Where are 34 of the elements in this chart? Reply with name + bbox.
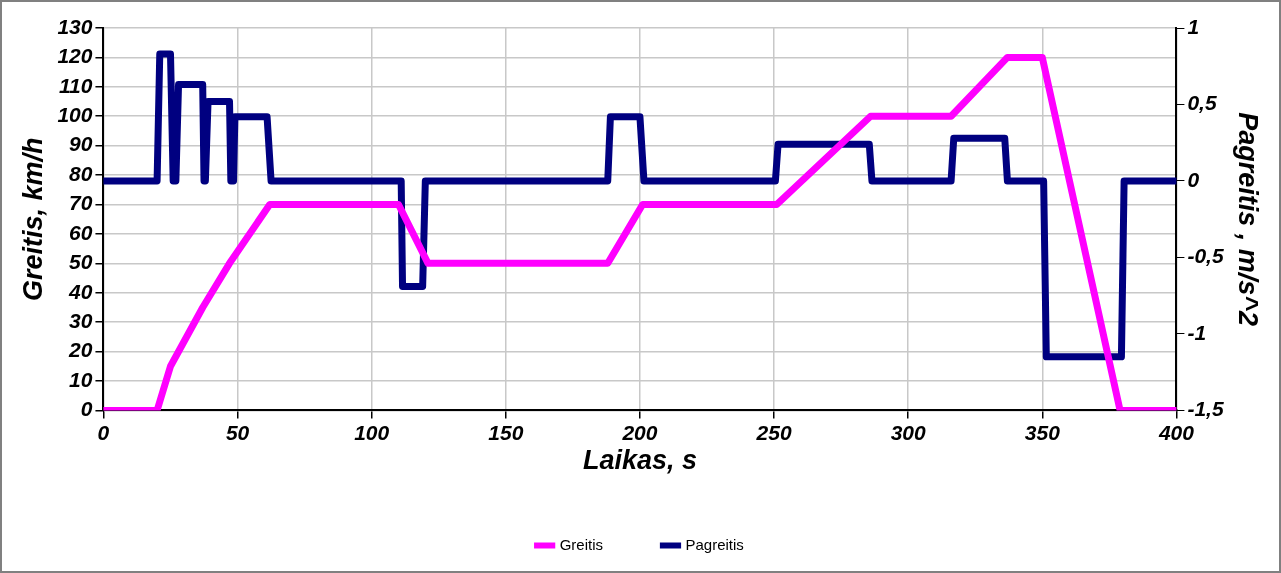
x-tick-label: 50 <box>225 420 250 444</box>
y-tick-label: 10 <box>69 367 93 391</box>
x-tick-label: 150 <box>488 420 524 444</box>
y-tick-label: 120 <box>57 44 93 68</box>
y-tick-label: 40 <box>68 279 93 303</box>
y-tick-label: 50 <box>69 250 93 274</box>
y2-tick-label: 0 <box>1187 167 1200 191</box>
x-tick-label: 300 <box>890 420 926 444</box>
x-axis-title: Laikas, s <box>582 445 697 476</box>
legend-label: Pagreitis <box>685 535 744 553</box>
y2-tick-label: -1,5 <box>1187 397 1224 421</box>
x-tick-label: 100 <box>354 420 390 444</box>
y-tick-label: 70 <box>69 191 93 215</box>
y-tick-label: 90 <box>69 132 93 156</box>
y2-tick-label: -1 <box>1187 320 1207 344</box>
x-tick-label: 200 <box>621 420 658 444</box>
y-tick-label: 110 <box>58 73 93 97</box>
y2-tick-label: 1 <box>1187 14 1200 38</box>
y-tick-label: 0 <box>80 397 93 421</box>
y-tick-label: 30 <box>69 308 93 332</box>
x-tick-label: 250 <box>755 420 792 444</box>
y-tick-label: 20 <box>68 338 93 362</box>
legend-label: Greitis <box>559 535 603 553</box>
y-axis-title: Greitis, km/h <box>17 137 48 301</box>
y-tick-label: 80 <box>69 161 93 185</box>
y-tick-label: 130 <box>57 14 93 38</box>
y2-axis-title: Pagreitis , m/s^2 <box>1233 112 1264 327</box>
y2-tick-label: -0,5 <box>1187 244 1224 268</box>
x-tick-label: 400 <box>1157 420 1195 444</box>
y-tick-label: 100 <box>57 103 93 127</box>
x-tick-label: 350 <box>1024 420 1061 444</box>
y-tick-label: 60 <box>69 220 93 244</box>
y2-tick-label: 0,5 <box>1187 91 1217 115</box>
x-tick-label: 0 <box>97 420 110 444</box>
